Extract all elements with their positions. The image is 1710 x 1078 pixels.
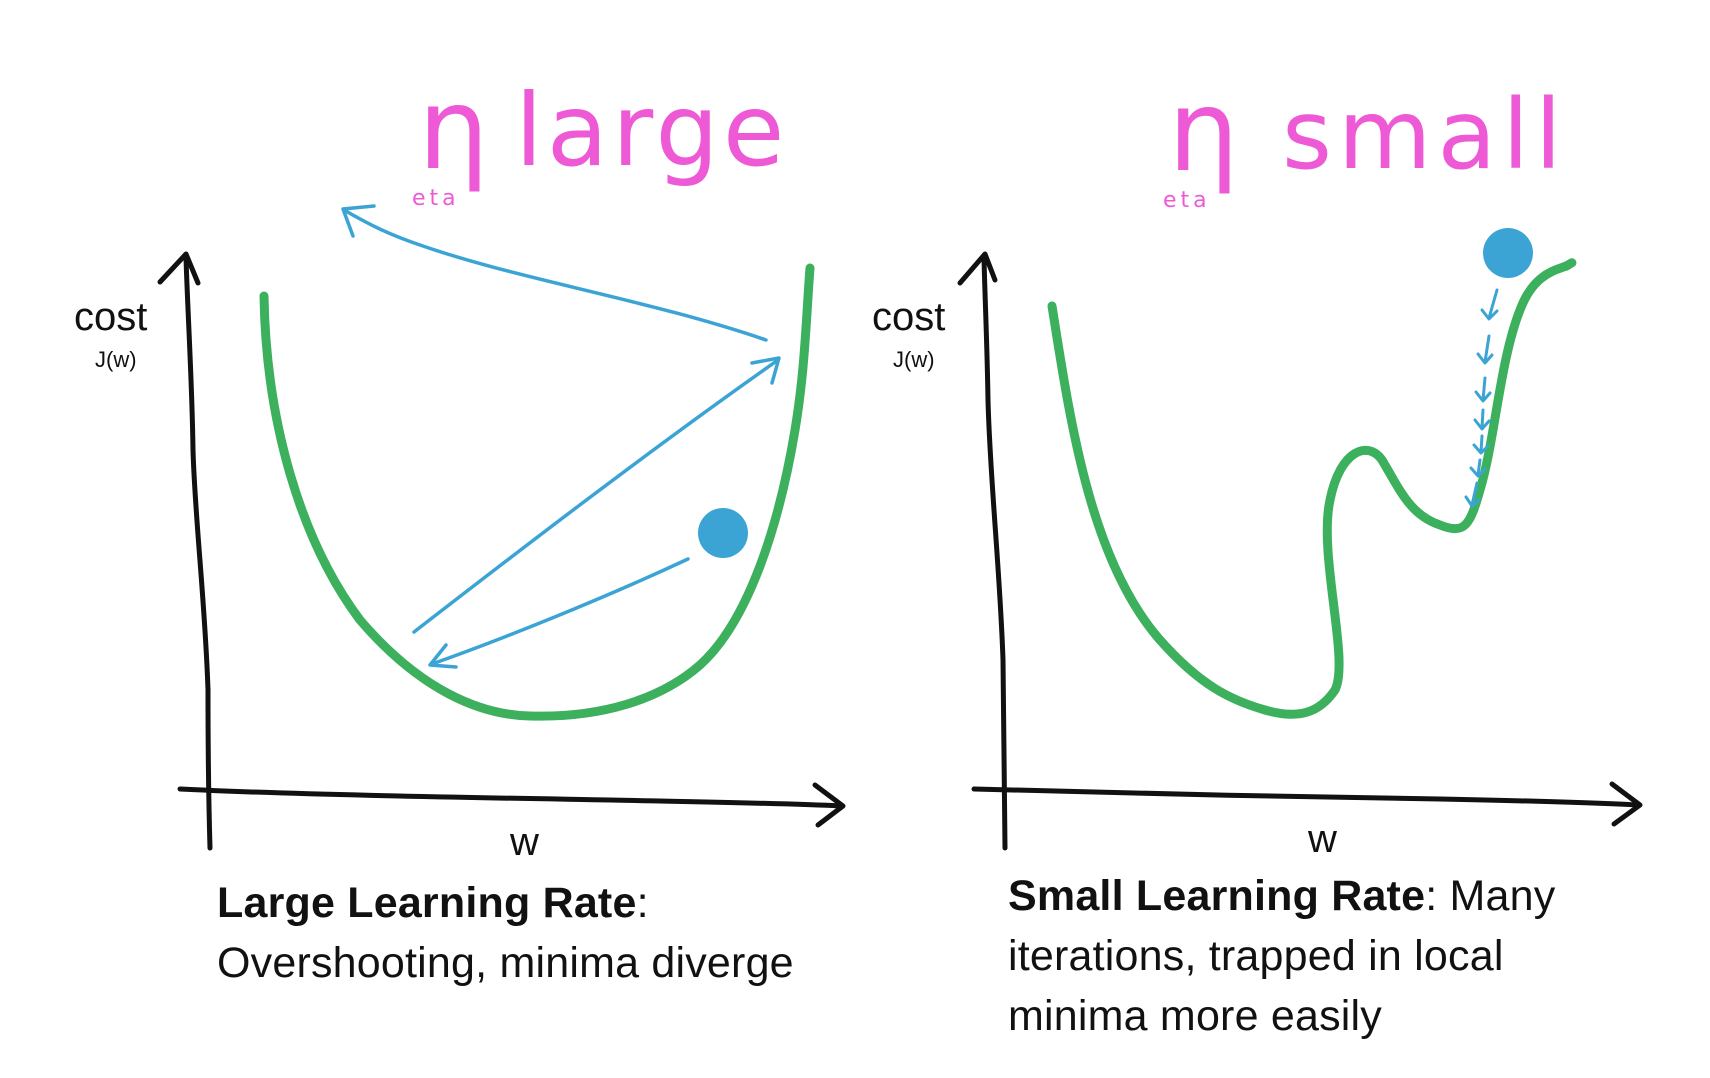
left-y-axis <box>183 255 213 851</box>
left-title-word: large <box>515 72 788 189</box>
right-ball <box>1483 228 1533 278</box>
right-step-arrow-6 <box>1469 458 1487 478</box>
right-title-eta-symbol: η <box>1168 67 1239 197</box>
left-x-axis <box>177 786 845 809</box>
right-step-arrow-1 <box>1480 288 1499 321</box>
left-y-label: cost <box>74 295 147 339</box>
right-caption-line-1: Small Learning Rate: Many <box>1008 866 1668 926</box>
right-caption-bold: Small Learning Rate <box>1008 872 1426 920</box>
right-y-axis <box>981 255 1008 851</box>
right-cost-curve <box>1047 258 1577 719</box>
right-panel: η small eta cost J(w) w <box>872 67 1643 861</box>
left-step-arrow-2 <box>412 358 780 634</box>
left-title-eta-symbol: η <box>418 65 489 195</box>
right-y-sublabel: J(w) <box>893 347 935 372</box>
left-x-axis-arrowhead <box>812 782 846 828</box>
left-step-arrow-2-head <box>750 356 781 385</box>
right-step-arrow-7 <box>1464 481 1481 508</box>
left-cost-curve <box>259 263 815 721</box>
right-step-arrow-4 <box>1473 408 1491 431</box>
right-y-axis-arrowhead <box>957 251 998 286</box>
right-caption-rest: : Many <box>1425 872 1556 920</box>
right-step-arrow-3 <box>1474 376 1492 403</box>
left-step-arrow-1 <box>430 557 690 666</box>
right-x-axis-arrowhead <box>1609 781 1643 827</box>
right-small-steps <box>1464 288 1499 508</box>
right-step-arrow-5 <box>1472 434 1490 455</box>
right-title-word: small <box>1282 79 1568 191</box>
right-eta-label: eta <box>1163 188 1211 213</box>
left-step-arrow-3-head <box>341 204 376 238</box>
right-caption: Small Learning Rate: Many iterations, tr… <box>1008 866 1668 1046</box>
left-step-arrow-1-head <box>428 643 458 669</box>
right-caption-line-3: minima more easily <box>1008 992 1382 1040</box>
left-ball <box>698 508 748 558</box>
right-caption-line-2: iterations, trapped in local <box>1008 932 1504 980</box>
left-caption-bold: Large Learning Rate <box>217 879 637 927</box>
left-y-sublabel: J(w) <box>95 347 137 372</box>
left-caption-line-2: Overshooting, minima diverge <box>217 939 794 987</box>
left-caption-line-1: Large Learning Rate: <box>217 873 857 933</box>
left-caption-colon: : <box>636 879 649 927</box>
right-x-label: w <box>1307 817 1337 861</box>
left-step-arrow-3 <box>342 208 768 342</box>
left-panel: η large eta cost J(w) w <box>74 65 846 864</box>
left-x-label: w <box>509 820 539 864</box>
left-caption: Large Learning Rate: Overshooting, minim… <box>217 873 857 993</box>
left-y-axis-arrowhead <box>157 251 201 286</box>
right-x-axis <box>971 786 1640 808</box>
right-step-arrow-2 <box>1476 334 1494 365</box>
left-eta-label: eta <box>412 186 460 211</box>
right-y-label: cost <box>872 295 945 339</box>
